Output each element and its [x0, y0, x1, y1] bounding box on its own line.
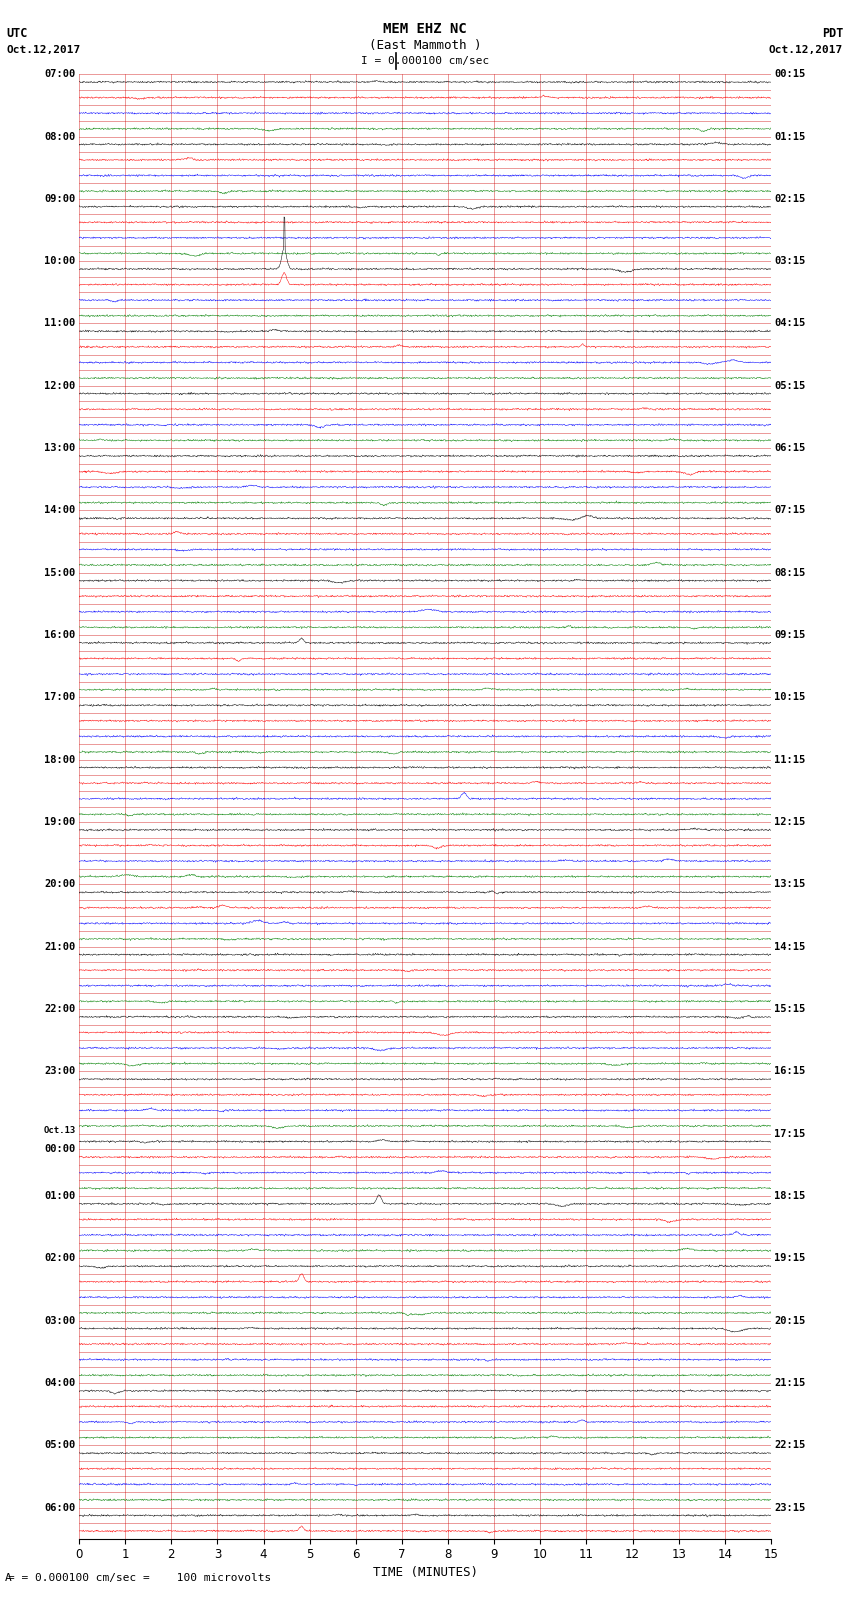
Text: 15:15: 15:15	[774, 1003, 806, 1015]
Text: 02:00: 02:00	[44, 1253, 76, 1263]
Text: 11:00: 11:00	[44, 318, 76, 329]
Text: 00:15: 00:15	[774, 69, 806, 79]
Text: 19:00: 19:00	[44, 818, 76, 827]
Text: 08:15: 08:15	[774, 568, 806, 577]
Text: 23:00: 23:00	[44, 1066, 76, 1076]
Text: (East Mammoth ): (East Mammoth )	[369, 39, 481, 52]
Text: 20:00: 20:00	[44, 879, 76, 889]
Text: PDT: PDT	[822, 27, 843, 40]
Text: 01:15: 01:15	[774, 132, 806, 142]
Text: 14:15: 14:15	[774, 942, 806, 952]
Text: 22:00: 22:00	[44, 1003, 76, 1015]
Text: 07:00: 07:00	[44, 69, 76, 79]
Text: 21:15: 21:15	[774, 1378, 806, 1389]
Text: 23:15: 23:15	[774, 1503, 806, 1513]
Text: 06:15: 06:15	[774, 444, 806, 453]
Text: 18:15: 18:15	[774, 1190, 806, 1202]
Text: 09:15: 09:15	[774, 631, 806, 640]
Text: 20:15: 20:15	[774, 1316, 806, 1326]
Text: I = 0.000100 cm/sec: I = 0.000100 cm/sec	[361, 56, 489, 66]
Text: 18:00: 18:00	[44, 755, 76, 765]
Text: 03:00: 03:00	[44, 1316, 76, 1326]
Text: 04:00: 04:00	[44, 1378, 76, 1389]
X-axis label: TIME (MINUTES): TIME (MINUTES)	[372, 1566, 478, 1579]
Text: 16:00: 16:00	[44, 631, 76, 640]
Text: 09:00: 09:00	[44, 194, 76, 203]
Text: 02:15: 02:15	[774, 194, 806, 203]
Text: 17:00: 17:00	[44, 692, 76, 702]
Text: 10:15: 10:15	[774, 692, 806, 702]
Text: Oct.12,2017: Oct.12,2017	[7, 45, 81, 55]
Text: 08:00: 08:00	[44, 132, 76, 142]
Text: 22:15: 22:15	[774, 1440, 806, 1450]
Text: 10:00: 10:00	[44, 256, 76, 266]
Text: 01:00: 01:00	[44, 1190, 76, 1202]
Text: 07:15: 07:15	[774, 505, 806, 516]
Text: 13:00: 13:00	[44, 444, 76, 453]
Text: 21:00: 21:00	[44, 942, 76, 952]
Text: = = 0.000100 cm/sec =    100 microvolts: = = 0.000100 cm/sec = 100 microvolts	[8, 1573, 272, 1582]
Text: UTC: UTC	[7, 27, 28, 40]
Text: 14:00: 14:00	[44, 505, 76, 516]
Text: 11:15: 11:15	[774, 755, 806, 765]
Text: 06:00: 06:00	[44, 1503, 76, 1513]
Text: 19:15: 19:15	[774, 1253, 806, 1263]
Text: A: A	[5, 1573, 12, 1582]
Text: 12:00: 12:00	[44, 381, 76, 390]
Text: 15:00: 15:00	[44, 568, 76, 577]
Text: Oct.13: Oct.13	[43, 1126, 76, 1136]
Text: 03:15: 03:15	[774, 256, 806, 266]
Text: 05:15: 05:15	[774, 381, 806, 390]
Text: MEM EHZ NC: MEM EHZ NC	[383, 23, 467, 35]
Text: 05:00: 05:00	[44, 1440, 76, 1450]
Text: 17:15: 17:15	[774, 1129, 806, 1139]
Text: 16:15: 16:15	[774, 1066, 806, 1076]
Text: 04:15: 04:15	[774, 318, 806, 329]
Text: 12:15: 12:15	[774, 818, 806, 827]
Text: Oct.12,2017: Oct.12,2017	[769, 45, 843, 55]
Text: 00:00: 00:00	[44, 1144, 76, 1155]
Text: 13:15: 13:15	[774, 879, 806, 889]
